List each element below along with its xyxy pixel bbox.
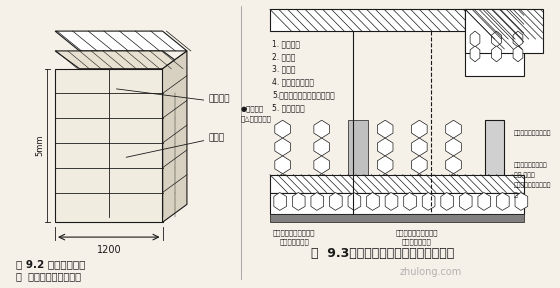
Text: 5. 底层粉刷层: 5. 底层粉刷层	[272, 103, 305, 112]
Polygon shape	[492, 31, 501, 47]
Text: 1200: 1200	[96, 245, 121, 255]
Polygon shape	[275, 138, 291, 156]
Polygon shape	[385, 192, 398, 210]
Polygon shape	[55, 31, 187, 51]
Polygon shape	[412, 120, 427, 138]
Polygon shape	[377, 120, 393, 138]
Text: 注  墙角处板应交错互锁: 注 墙角处板应交错互锁	[16, 271, 81, 281]
Polygon shape	[470, 46, 480, 62]
Polygon shape	[404, 192, 417, 210]
Polygon shape	[446, 120, 461, 138]
Text: 4. 黎合物水泥砂浆: 4. 黎合物水泥砂浆	[272, 78, 314, 87]
Polygon shape	[412, 138, 427, 156]
Polygon shape	[275, 120, 291, 138]
Text: 品层粘木: 品层粘木	[208, 94, 230, 103]
Polygon shape	[446, 138, 461, 156]
Bar	[465, 9, 543, 53]
Text: 础、初底底层网格布密: 础、初底底层网格布密	[514, 183, 552, 188]
Polygon shape	[459, 192, 472, 210]
Text: zhulong.com: zhulong.com	[400, 267, 462, 277]
Text: 5mm: 5mm	[35, 135, 44, 156]
Polygon shape	[292, 192, 305, 210]
Polygon shape	[513, 31, 523, 47]
Text: 【初底网格布】: 【初底网格布】	[402, 238, 431, 245]
Text: 2. 初粉层: 2. 初粉层	[272, 52, 295, 61]
Bar	[270, 175, 524, 192]
Polygon shape	[275, 156, 291, 174]
Polygon shape	[446, 156, 461, 174]
Polygon shape	[412, 156, 427, 174]
Polygon shape	[478, 192, 491, 210]
Bar	[55, 69, 162, 222]
Polygon shape	[515, 192, 528, 210]
Polygon shape	[314, 138, 329, 156]
Bar	[270, 9, 465, 31]
Polygon shape	[470, 31, 480, 47]
Polygon shape	[314, 120, 329, 138]
Polygon shape	[55, 51, 187, 69]
Polygon shape	[329, 192, 342, 210]
Text: 第一层粉刷底层网格布: 第一层粉刷底层网格布	[395, 229, 438, 236]
Text: 【△下算断析】: 【△下算断析】	[241, 115, 272, 122]
Text: 【初底网格布】: 【初底网格布】	[279, 238, 309, 245]
Polygon shape	[314, 174, 329, 192]
Polygon shape	[446, 174, 461, 192]
Bar	[465, 9, 524, 76]
Text: 3. 麦基板: 3. 麦基板	[272, 65, 295, 74]
Polygon shape	[492, 46, 501, 62]
Polygon shape	[377, 174, 393, 192]
Text: 5.压入两品树玻璃纤维网格布: 5.压入两品树玻璃纤维网格布	[272, 90, 335, 100]
Polygon shape	[311, 192, 324, 210]
Polygon shape	[497, 192, 509, 210]
Polygon shape	[513, 46, 523, 62]
Text: 基底 玻璃层: 基底 玻璃层	[514, 173, 535, 178]
Polygon shape	[162, 51, 187, 222]
Polygon shape	[412, 174, 427, 192]
Polygon shape	[274, 192, 287, 210]
Text: ●扎入板端: ●扎入板端	[241, 105, 264, 112]
Text: 1. 品层粘木: 1. 品层粘木	[272, 39, 300, 48]
Text: 铺: 铺	[514, 192, 518, 198]
Polygon shape	[275, 174, 291, 192]
Bar	[270, 214, 524, 222]
Text: 粉刷底层网格布密铺布: 粉刷底层网格布密铺布	[514, 130, 552, 136]
Bar	[485, 120, 505, 200]
Bar	[348, 120, 367, 200]
Polygon shape	[422, 192, 435, 210]
Text: 麦基板: 麦基板	[208, 134, 225, 143]
Bar	[270, 192, 524, 214]
Polygon shape	[377, 156, 393, 174]
Text: 第一层粉刷底层网格布: 第一层粉刷底层网格布	[273, 229, 316, 236]
Text: 底层分粉刷层上下层: 底层分粉刷层上下层	[514, 163, 548, 168]
Polygon shape	[348, 192, 361, 210]
Text: 图 9.2 叠茄板剖板图: 图 9.2 叠茄板剖板图	[16, 259, 86, 269]
Polygon shape	[441, 192, 454, 210]
Text: 图  9.3首层墙体构造及墙角构造处理图: 图 9.3首层墙体构造及墙角构造处理图	[311, 247, 454, 260]
Polygon shape	[314, 156, 329, 174]
Polygon shape	[377, 138, 393, 156]
Polygon shape	[367, 192, 379, 210]
